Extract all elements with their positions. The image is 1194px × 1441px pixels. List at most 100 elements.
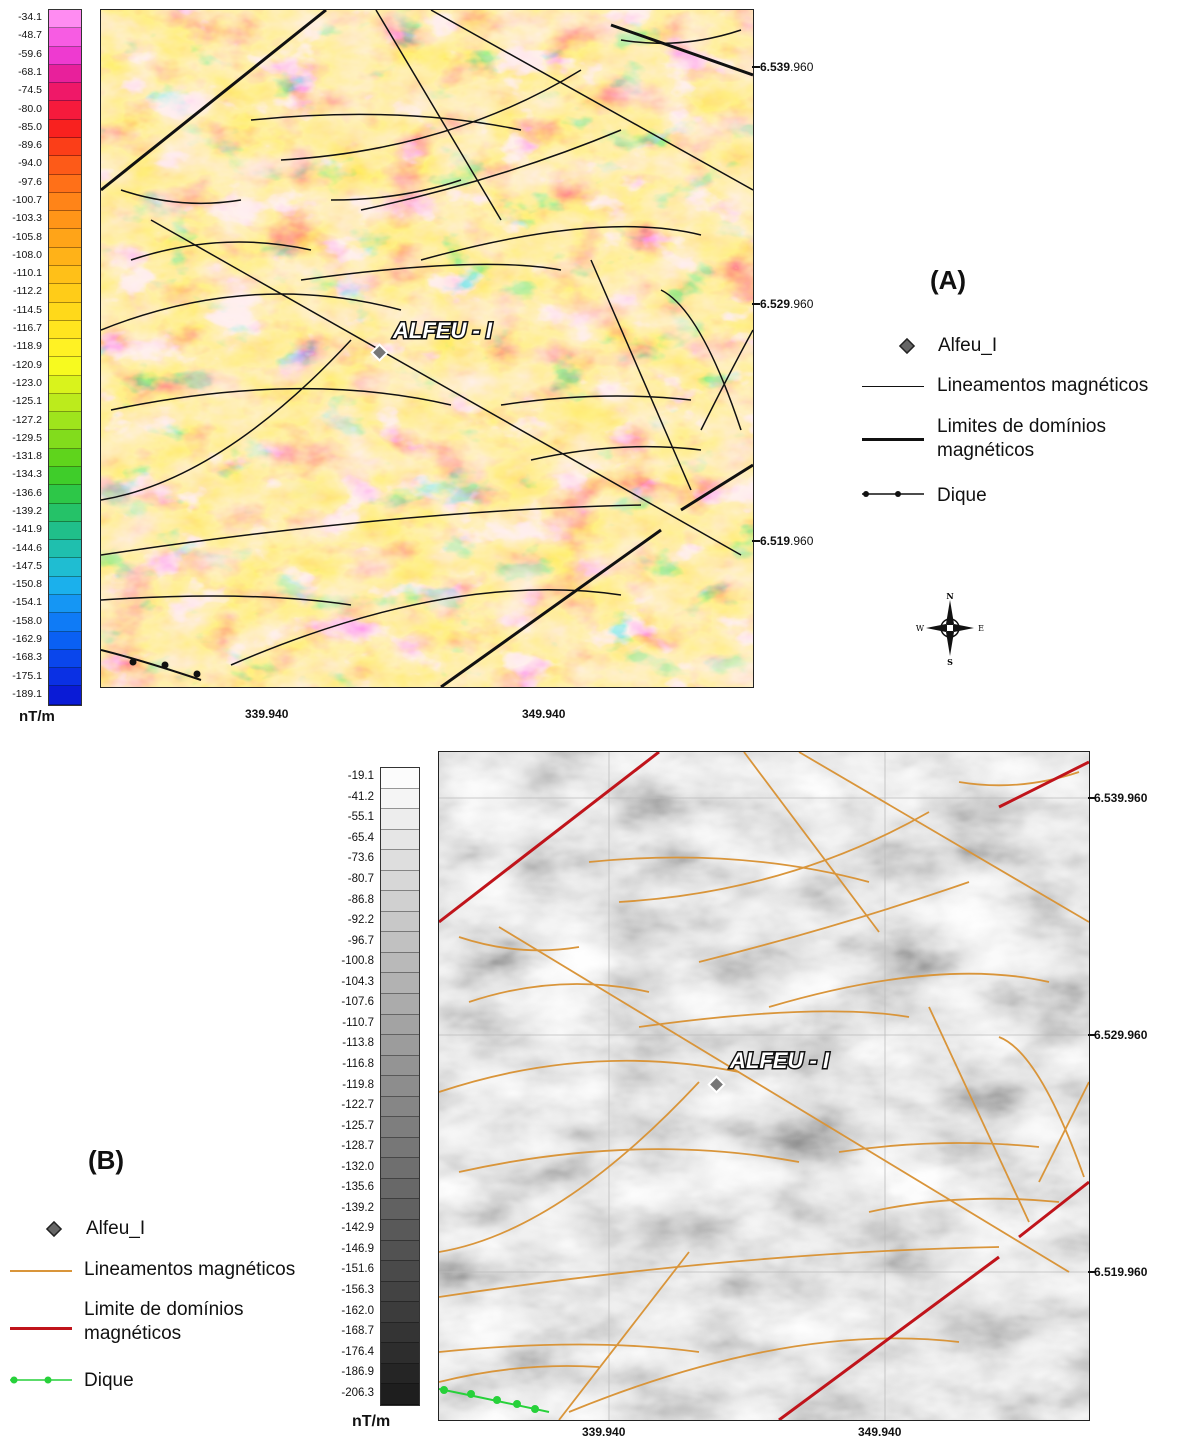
colorbar-a-tick-label: -144.6 (12, 541, 42, 554)
colorbar-b-tick-label: -73.6 (347, 852, 374, 865)
legend-b-dike: Dique (84, 1370, 134, 1391)
colorbar-b-swatch (381, 911, 419, 933)
dike-a (101, 649, 202, 681)
colorbar-a-tick-label: -80.0 (18, 102, 42, 115)
y-tick-a-3: 6.519.960 (760, 534, 814, 548)
colorbar-a-swatch (49, 229, 81, 248)
colorbar-b-swatch (381, 788, 419, 810)
colorbar-a-tick-label: -129.5 (12, 431, 42, 444)
lineaments-b (439, 752, 1089, 1420)
colorbar-a-swatch (49, 613, 81, 632)
colorbar-a-swatch (49, 412, 81, 431)
colorbar-a-swatch (49, 302, 81, 321)
colorbar-b-tick-label: -132.0 (341, 1160, 374, 1173)
colorbar-a-swatch (49, 83, 81, 102)
colorbar-a-tick-label: -110.1 (13, 267, 42, 280)
colorbar-b-swatch (381, 1302, 419, 1323)
colorbar-a-swatch (49, 284, 81, 303)
lineaments-a (101, 10, 753, 666)
colorbar-a-tick-label: -94.0 (18, 157, 42, 170)
y-tick-b-1: 6.539.960 (1094, 791, 1148, 805)
colorbar-b-swatch (381, 1240, 419, 1262)
y-tick-mark-a-1 (752, 66, 760, 68)
y-tick-a-1: 6.539.960 (760, 60, 814, 74)
colorbar-b-tick-label: -119.8 (342, 1078, 374, 1091)
x-tick-b-2: 349.940 (858, 1425, 902, 1439)
colorbar-b-tick-label: -107.6 (341, 996, 374, 1009)
colorbar-b-tick-label: -55.1 (347, 811, 374, 824)
colorbar-a-swatch (49, 393, 81, 413)
domain-limit-legend-icon-a (862, 438, 924, 441)
colorbar-b-tick-label: -113.8 (342, 1037, 374, 1050)
colorbar-a-tick-label: -97.6 (18, 175, 42, 188)
colorbar-a-swatch (49, 485, 81, 504)
colorbar-a-swatch (49, 576, 81, 595)
colorbar-a-swatch (49, 28, 81, 47)
colorbar-a-swatch (49, 247, 81, 266)
domain-limit-legend-icon-b (10, 1327, 72, 1330)
colorbar-a-swatch (49, 631, 81, 650)
colorbar-b-swatch (381, 952, 419, 974)
colorbar-a-swatch (49, 375, 81, 394)
colorbar-b-tick-label: -65.4 (347, 831, 374, 844)
colorbar-a-swatch (49, 357, 81, 376)
dike-legend-icon-a (862, 491, 924, 497)
colorbar-b-tick-label: -96.7 (347, 934, 374, 947)
colorbar-a-swatch (49, 686, 81, 705)
colorbar-a-tick-label: -34.1 (18, 11, 42, 24)
magnetic-map-a: ALFEU - I (101, 10, 753, 687)
colorbar-b-tick-label: -156.3 (341, 1283, 374, 1296)
colorbar-a-tick-label: -114.5 (13, 303, 42, 316)
colorbar-b-tick-label: -151.6 (341, 1263, 374, 1276)
colorbar-a-tick-label: -59.6 (18, 47, 42, 60)
colorbar-b-swatch (381, 891, 419, 912)
lineament-legend-icon-a (862, 386, 924, 387)
colorbar-b-swatch (381, 1343, 419, 1364)
colorbar-b-swatch (381, 1384, 419, 1405)
colorbar-b-tick-label: -19.1 (347, 770, 374, 783)
colorbar-b-swatch (381, 1055, 419, 1077)
panel-letter-a: (A) (930, 265, 967, 295)
colorbar-a (48, 9, 82, 706)
svg-text:S: S (947, 657, 953, 666)
y-tick-a-2: 6.529.960 (760, 297, 814, 311)
colorbar-a-tick-label: -74.5 (18, 84, 42, 97)
colorbar-a-tick-label: -131.8 (12, 450, 42, 463)
colorbar-b-swatch (381, 932, 419, 953)
colorbar-a-tick-label: -105.8 (12, 230, 42, 243)
colorbar-a-tick-label: -89.6 (18, 139, 42, 152)
dike-legend-icon-b (10, 1376, 72, 1384)
legend-a-well: Alfeu_I (938, 335, 998, 356)
y-tick-mark-b-2 (1088, 1034, 1096, 1036)
magnetic-map-b: ALFEU - I (439, 752, 1089, 1420)
colorbar-b-swatch (381, 1178, 419, 1200)
colorbar-b-swatch (381, 1076, 419, 1097)
legend-b-lineaments: Lineamentos magnéticos (84, 1259, 296, 1280)
svg-text:W: W (916, 624, 925, 633)
colorbar-a-tick-label: -168.3 (12, 651, 42, 664)
legend-a-lineaments: Lineamentos magnéticos (937, 375, 1149, 396)
colorbar-b-swatch (381, 768, 419, 789)
colorbar-a-tick-label: -120.9 (12, 358, 42, 371)
y-tick-b-2: 6.529.960 (1094, 1028, 1148, 1042)
colorbar-a-tick-label: -136.6 (12, 486, 42, 499)
colorbar-b-swatch (381, 1014, 419, 1036)
legend-a-domain-limits: Limites de domínios magnéticos (937, 416, 1106, 461)
colorbar-a-tick-label: -139.2 (12, 504, 42, 517)
colorbar-b-swatch (381, 1363, 419, 1385)
colorbar-b-tick-label: -104.3 (341, 975, 374, 988)
y-tick-mark-a-3 (752, 540, 760, 542)
colorbar-b-swatch (381, 870, 419, 892)
colorbar-b-swatch (381, 1117, 419, 1138)
x-tick-b-1: 339.940 (582, 1425, 626, 1439)
well-label-a: ALFEU - I (392, 318, 493, 343)
well-marker-a (370, 343, 389, 362)
colorbar-b-unit: nT/m (352, 1413, 391, 1430)
colorbar-b-tick-label: -125.7 (341, 1119, 374, 1132)
colorbar-a-swatch (49, 320, 81, 340)
colorbar-b-tick-label: -128.7 (341, 1140, 374, 1153)
colorbar-b-swatch (381, 994, 419, 1015)
colorbar-a-swatch (49, 119, 81, 138)
y-tick-mark-b-1 (1088, 797, 1096, 799)
colorbar-a-swatch (49, 10, 81, 29)
